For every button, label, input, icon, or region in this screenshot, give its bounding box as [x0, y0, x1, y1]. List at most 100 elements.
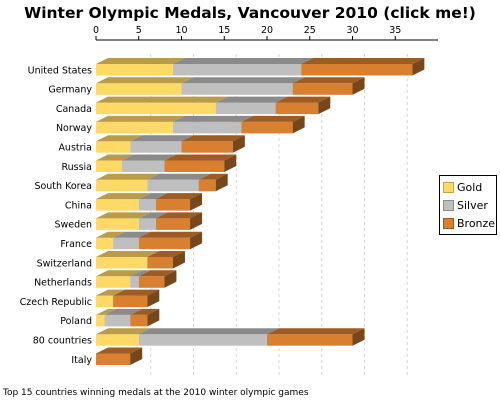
bar-gold-segment[interactable]: [96, 64, 173, 76]
bar-bronze-segment[interactable]: [138, 237, 191, 250]
bar-gold-segment[interactable]: [96, 314, 105, 327]
bar-group[interactable]: [96, 270, 177, 288]
bar-silver-top: [172, 58, 314, 64]
bar-gold-top: [96, 212, 151, 219]
category-label: Poland: [60, 316, 92, 327]
x-tick-label: 0: [93, 25, 99, 36]
bar-bronze-segment[interactable]: [275, 102, 319, 115]
bar-group[interactable]: [96, 77, 365, 95]
bar-bronze-segment[interactable]: [155, 199, 191, 211]
bar-silver-segment[interactable]: [130, 141, 182, 153]
bar-bronze-side: [224, 154, 237, 172]
bar-group[interactable]: [96, 96, 331, 115]
bar-group[interactable]: [96, 193, 203, 211]
bar-bronze-side: [232, 135, 245, 153]
bar-bronze-side: [215, 173, 228, 192]
bar-gold-top: [96, 115, 185, 122]
bar-gold-segment[interactable]: [96, 257, 148, 269]
bar-bronze-side: [352, 77, 365, 95]
bar-gold-segment[interactable]: [96, 160, 122, 173]
bar-silver-top: [138, 328, 279, 335]
legend-swatch-silver: [443, 199, 454, 211]
bar-gold-top: [96, 251, 160, 257]
bar-gold-segment[interactable]: [96, 237, 114, 250]
bar-group[interactable]: [96, 231, 203, 250]
bar-silver-segment[interactable]: [172, 64, 302, 76]
bar-bronze-segment[interactable]: [147, 257, 173, 269]
bar-group[interactable]: [96, 58, 425, 76]
bar-gold-segment[interactable]: [96, 121, 173, 134]
bar-bronze-segment[interactable]: [198, 179, 216, 192]
bar-bronze-segment[interactable]: [155, 218, 191, 230]
bar-silver-segment[interactable]: [104, 314, 131, 327]
bar-gold-top: [96, 289, 126, 296]
bar-silver-segment[interactable]: [147, 179, 199, 192]
bar-bronze-segment[interactable]: [113, 295, 148, 308]
bar-bronze-top: [275, 96, 331, 103]
bar-group[interactable]: [96, 154, 237, 173]
bar-silver-top: [172, 115, 254, 122]
category-labels: United States Germany Canada Norway Austria R…: [20, 65, 93, 366]
bars: [96, 58, 425, 366]
bar-bronze-segment[interactable]: [241, 121, 293, 134]
bar-gold-segment[interactable]: [96, 276, 131, 288]
bar-bronze-segment[interactable]: [301, 64, 413, 76]
category-label: Canada: [56, 104, 92, 115]
bar-bronze-side: [164, 270, 177, 288]
bar-gold-top: [96, 231, 126, 238]
bar-gold-segment[interactable]: [96, 83, 182, 95]
bar-group[interactable]: [96, 212, 203, 230]
bar-gold-segment[interactable]: [96, 218, 139, 230]
bar-group[interactable]: [96, 173, 228, 192]
bar-bronze-segment[interactable]: [138, 276, 165, 288]
bar-gold-segment[interactable]: [96, 141, 131, 153]
bar-group[interactable]: [96, 328, 365, 346]
bar-bronze-segment[interactable]: [181, 141, 233, 153]
bar-bronze-top: [164, 154, 237, 161]
bar-silver-segment[interactable]: [130, 276, 139, 288]
category-label: Netherlands: [34, 278, 92, 289]
bar-silver-segment[interactable]: [215, 102, 276, 115]
bar-group[interactable]: [96, 251, 185, 269]
bar-bronze-segment[interactable]: [267, 334, 353, 346]
category-label: Austria: [58, 142, 92, 153]
bar-bronze-top: [267, 328, 365, 335]
bar-bronze-segment[interactable]: [130, 314, 148, 327]
bar-silver-segment[interactable]: [138, 218, 156, 230]
bar-group[interactable]: [96, 347, 143, 366]
chart-caption: Top 15 countries winning medals at the 2…: [2, 388, 309, 398]
x-tick-label: 10: [175, 25, 187, 36]
bar-gold-segment[interactable]: [96, 199, 139, 211]
bar-gold-segment[interactable]: [96, 334, 139, 346]
bar-silver-segment[interactable]: [181, 83, 293, 95]
bar-gold-top: [96, 77, 194, 84]
bar-silver-top: [181, 77, 305, 84]
bar-silver-segment[interactable]: [121, 160, 165, 173]
bar-gold-segment[interactable]: [96, 179, 148, 192]
bar-group[interactable]: [96, 289, 160, 308]
bar-group[interactable]: [96, 135, 245, 153]
bar-bronze-side: [147, 308, 160, 327]
chart-title[interactable]: Winter Olympic Medals, Vancouver 2010 (c…: [24, 4, 476, 22]
bar-bronze-side: [190, 193, 203, 211]
bar-bronze-top: [181, 135, 245, 142]
bar-bronze-top: [130, 308, 160, 315]
bar-group[interactable]: [96, 308, 160, 327]
bar-bronze-segment[interactable]: [164, 160, 225, 173]
bar-bronze-segment[interactable]: [96, 353, 131, 366]
legend-label-silver: Silver: [457, 198, 488, 212]
bar-silver-segment[interactable]: [138, 199, 156, 211]
bar-silver-segment[interactable]: [172, 121, 242, 134]
bar-gold-top: [96, 135, 143, 142]
bar-gold-segment[interactable]: [96, 102, 216, 115]
legend-item-bronze: Bronze: [440, 214, 496, 232]
bar-bronze-segment[interactable]: [292, 83, 353, 95]
bar-bronze-side: [147, 289, 160, 308]
bar-silver-segment[interactable]: [138, 334, 267, 346]
bar-silver-top: [147, 173, 211, 180]
bar-group[interactable]: [96, 115, 305, 134]
bar-gold-segment[interactable]: [96, 295, 114, 308]
bar-silver-segment[interactable]: [113, 237, 139, 250]
bar-bronze-top: [155, 212, 203, 219]
